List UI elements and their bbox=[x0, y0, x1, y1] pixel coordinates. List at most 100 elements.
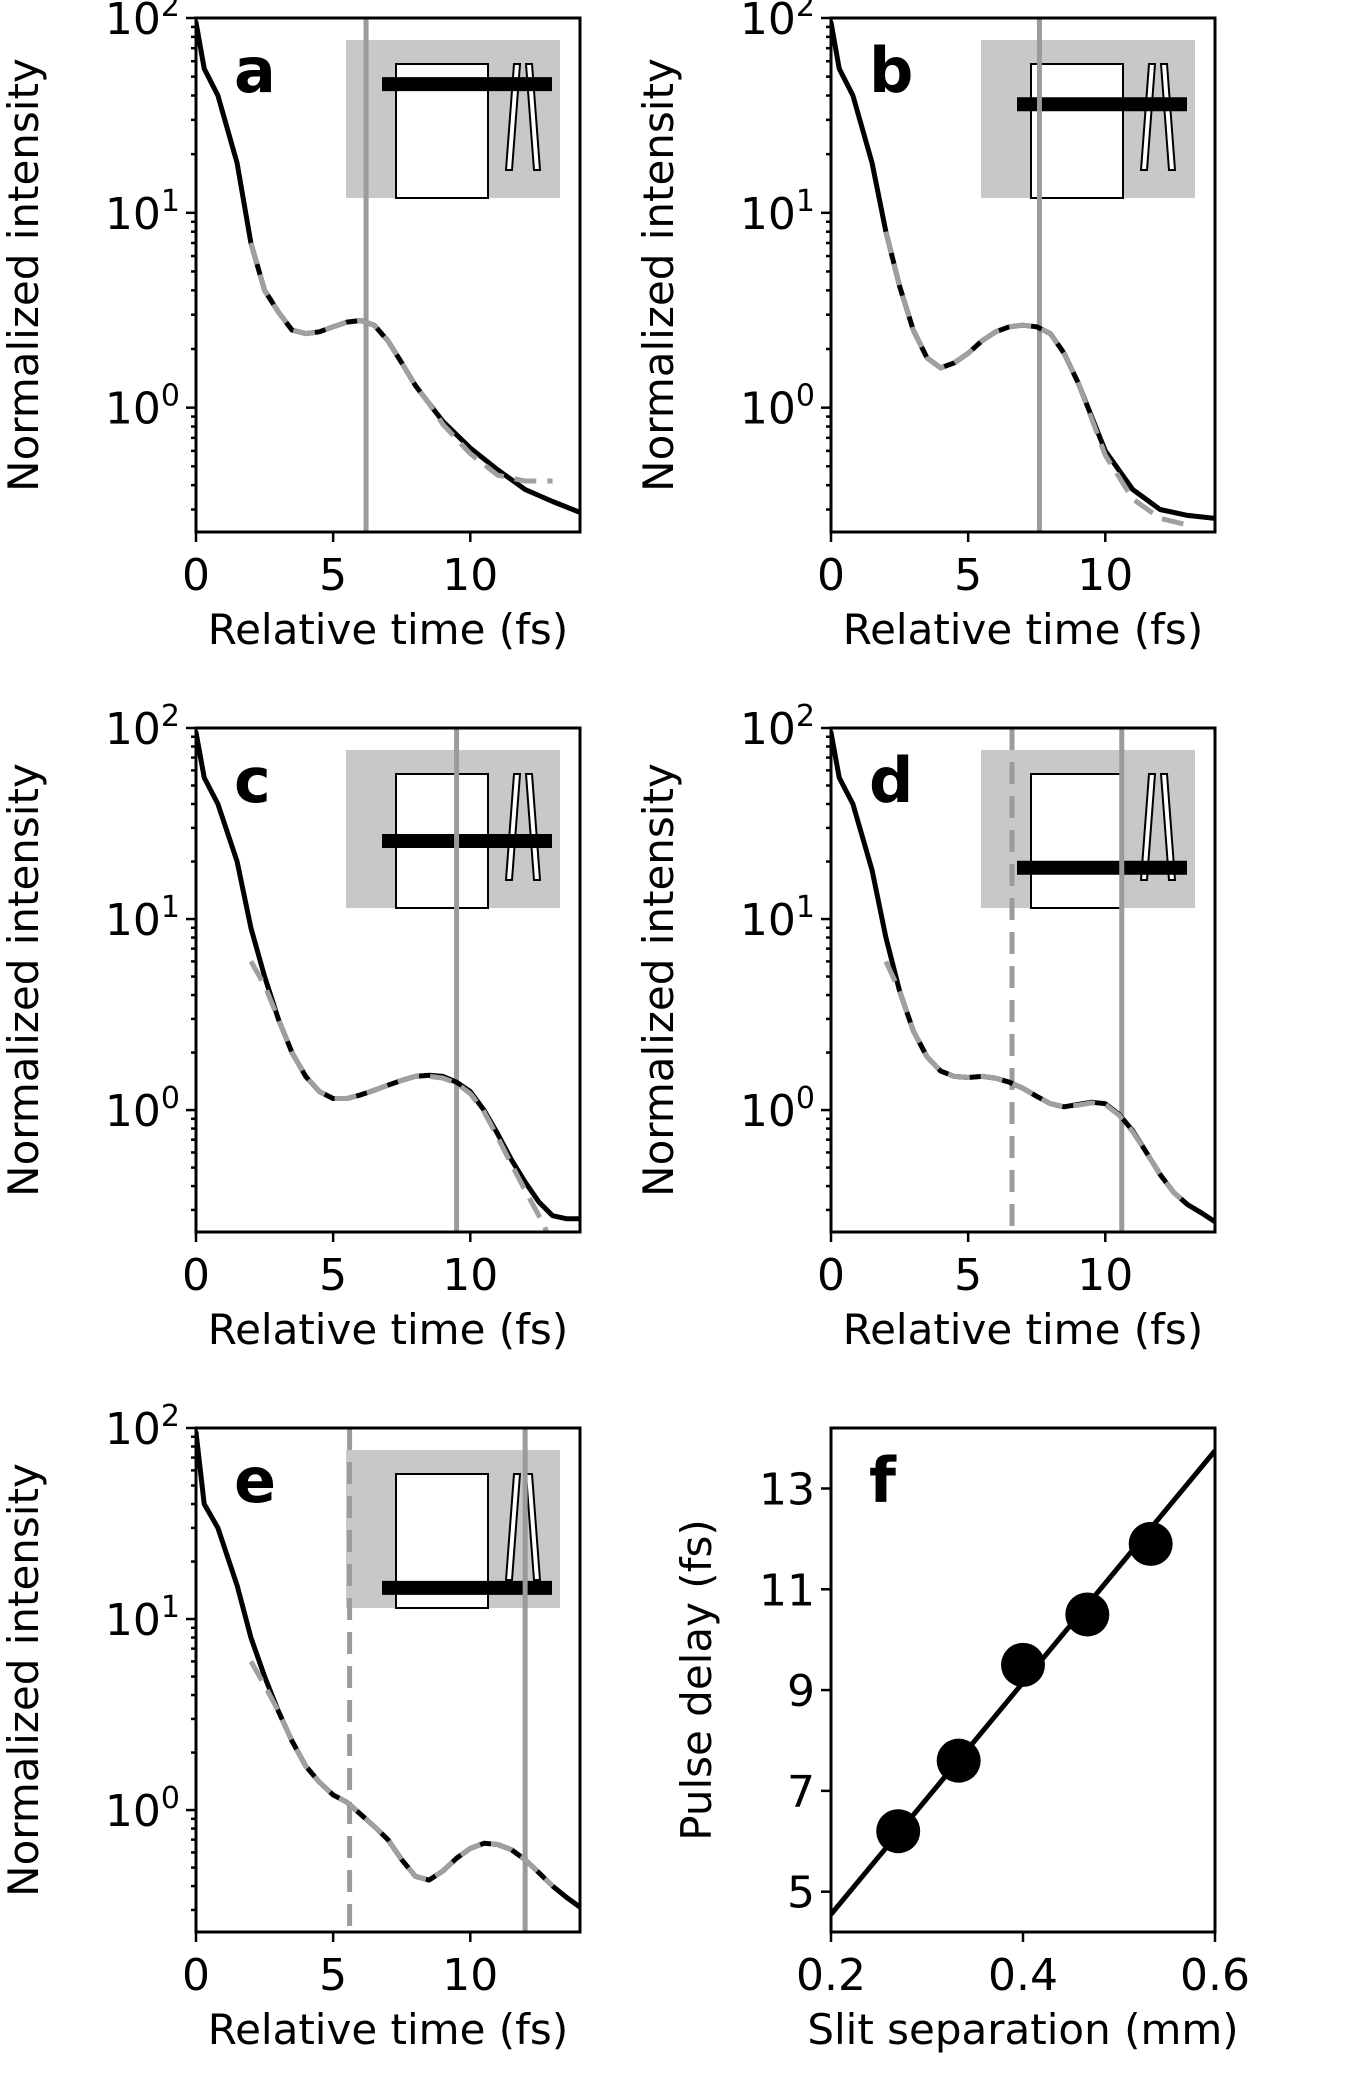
y-tick-base: 10 bbox=[105, 1595, 161, 1646]
panel-letter: e bbox=[234, 1444, 276, 1517]
inset-diagram bbox=[346, 40, 560, 199]
plot-area bbox=[831, 1449, 1215, 1916]
y-tick-label: 100 bbox=[740, 379, 815, 435]
x-axis-label: Relative time (fs) bbox=[208, 1305, 568, 1354]
inset-diagram bbox=[346, 1450, 560, 1609]
x-axis-label: Relative time (fs) bbox=[208, 605, 568, 654]
inset-slit-left bbox=[504, 1473, 522, 1581]
y-axis-label: Normalized intensity bbox=[0, 58, 48, 492]
panel-letter: b bbox=[869, 34, 913, 107]
panel-letter: f bbox=[869, 1444, 897, 1517]
y-tick-label: 100 bbox=[740, 1081, 815, 1137]
x-axis-label: Relative time (fs) bbox=[843, 1305, 1203, 1354]
x-tick-label: 10 bbox=[442, 1250, 498, 1301]
axes-frame bbox=[829, 16, 1217, 534]
data-point bbox=[1128, 1521, 1173, 1566]
data-point bbox=[936, 1738, 981, 1783]
y-axis-label: Normalized intensity bbox=[0, 763, 48, 1197]
y-tick-label: 102 bbox=[105, 699, 180, 755]
y-tick-base: 10 bbox=[105, 1086, 161, 1137]
fit-curve bbox=[883, 231, 1189, 528]
y-tick-base: 10 bbox=[740, 384, 796, 435]
y-axis-label: Normalized intensity bbox=[0, 1463, 48, 1897]
y-axis-label: Normalized intensity bbox=[634, 58, 683, 492]
y-tick-base: 10 bbox=[105, 1404, 161, 1455]
x-tick-label: 5 bbox=[954, 550, 982, 601]
data-point bbox=[1065, 1592, 1110, 1637]
panel-letter: a bbox=[234, 34, 276, 107]
y-tick-label: 102 bbox=[740, 699, 815, 755]
panel-letter: d bbox=[869, 744, 913, 817]
y-tick-label: 102 bbox=[740, 0, 815, 45]
y-tick-base: 10 bbox=[105, 1786, 161, 1837]
y-tick-exponent: 2 bbox=[161, 1399, 180, 1434]
x-tick-label: 10 bbox=[442, 1950, 498, 2001]
y-tick-exponent: 1 bbox=[161, 1590, 180, 1625]
x-tick-label: 10 bbox=[1077, 1250, 1133, 1301]
x-tick-label: 5 bbox=[319, 550, 347, 601]
y-tick-base: 10 bbox=[740, 1086, 796, 1137]
y-tick-exponent: 0 bbox=[161, 1781, 180, 1816]
x-tick-label: 0.6 bbox=[1180, 1950, 1250, 2001]
y-tick-exponent: 0 bbox=[796, 1081, 815, 1116]
plot-area bbox=[831, 18, 1215, 532]
y-tick-label: 11 bbox=[759, 1565, 815, 1616]
y-tick-label: 7 bbox=[787, 1767, 815, 1818]
y-tick-label: 9 bbox=[787, 1666, 815, 1717]
inset-aperture bbox=[1030, 773, 1124, 909]
x-tick-label: 5 bbox=[319, 1250, 347, 1301]
x-tick-label: 0 bbox=[817, 550, 845, 601]
y-tick-base: 10 bbox=[105, 384, 161, 435]
x-tick-label: 0 bbox=[182, 550, 210, 601]
y-tick-label: 100 bbox=[105, 1081, 180, 1137]
y-tick-label: 13 bbox=[759, 1464, 815, 1515]
x-tick-label: 10 bbox=[1077, 550, 1133, 601]
y-tick-base: 10 bbox=[105, 189, 161, 240]
y-tick-base: 10 bbox=[740, 895, 796, 946]
inset-slit-left bbox=[504, 773, 522, 881]
y-tick-exponent: 2 bbox=[796, 699, 815, 734]
axes-frame bbox=[194, 16, 582, 534]
axes-frame bbox=[829, 726, 1217, 1234]
y-tick-base: 10 bbox=[105, 704, 161, 755]
y-tick-exponent: 0 bbox=[161, 1081, 180, 1116]
x-axis-label: Relative time (fs) bbox=[208, 2005, 568, 2054]
fit-curve bbox=[883, 960, 1190, 1207]
x-tick-label: 0 bbox=[817, 1250, 845, 1301]
inset-slit-right bbox=[1159, 63, 1177, 171]
axes-frame bbox=[194, 1426, 582, 1934]
y-tick-label: 101 bbox=[105, 890, 180, 946]
y-tick-base: 10 bbox=[105, 895, 161, 946]
y-tick-exponent: 1 bbox=[796, 184, 815, 219]
y-tick-label: 101 bbox=[105, 184, 180, 240]
measured-curve bbox=[196, 19, 580, 515]
y-tick-label: 101 bbox=[740, 890, 815, 946]
x-tick-label: 0.4 bbox=[988, 1950, 1058, 2001]
x-tick-label: 0 bbox=[182, 1250, 210, 1301]
y-tick-label: 100 bbox=[105, 379, 180, 435]
x-axis-label: Slit separation (mm) bbox=[807, 2005, 1238, 2054]
x-axis-label: Relative time (fs) bbox=[843, 605, 1203, 654]
x-tick-label: 5 bbox=[319, 1950, 347, 2001]
x-tick-label: 0 bbox=[182, 1950, 210, 2001]
y-tick-label: 101 bbox=[740, 184, 815, 240]
x-tick-label: 5 bbox=[954, 1250, 982, 1301]
y-tick-base: 10 bbox=[740, 0, 796, 45]
y-tick-exponent: 2 bbox=[161, 699, 180, 734]
x-tick-label: 10 bbox=[442, 550, 498, 601]
plot-area bbox=[196, 18, 580, 532]
fit-curve bbox=[248, 960, 550, 1232]
y-tick-exponent: 1 bbox=[161, 890, 180, 925]
plot-area bbox=[196, 1428, 580, 1932]
inset-slit-right bbox=[1159, 773, 1177, 881]
y-axis-label: Pulse delay (fs) bbox=[672, 1519, 721, 1841]
y-tick-base: 10 bbox=[105, 0, 161, 45]
inset-aperture bbox=[1030, 63, 1124, 199]
measured-curve bbox=[196, 729, 580, 1222]
y-tick-exponent: 0 bbox=[796, 379, 815, 414]
